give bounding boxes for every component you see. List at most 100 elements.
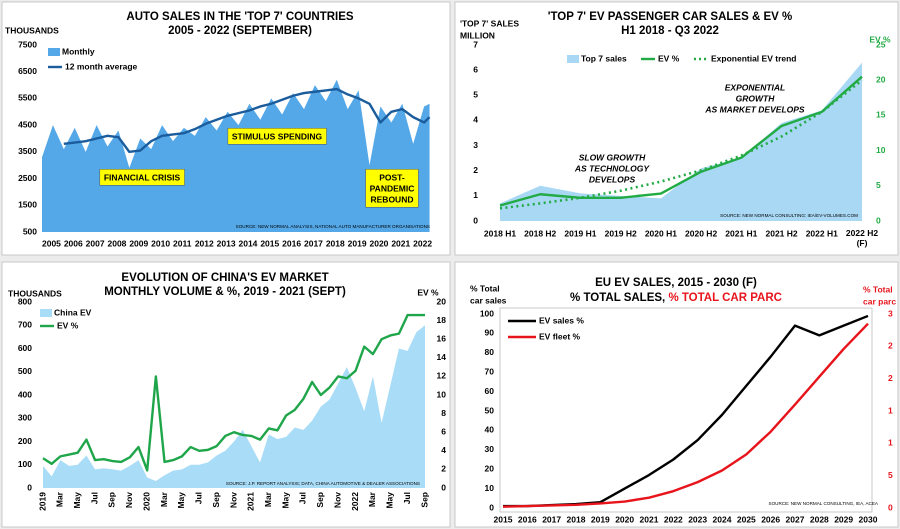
- plot-frame: [499, 307, 873, 513]
- y-tick-label: 2: [473, 165, 478, 175]
- y-tick-label: 10: [876, 145, 886, 155]
- x-tick-label: Jul: [298, 492, 308, 504]
- line: [502, 322, 869, 508]
- y-axis-label: MILLION: [460, 30, 495, 40]
- y-tick-label: 6: [473, 64, 478, 74]
- y-tick-label: 6: [441, 426, 446, 436]
- y-tick-label: 18: [437, 315, 447, 325]
- y2-axis-label: EV %: [417, 287, 439, 297]
- x-tick-label: 2021: [640, 514, 659, 524]
- y-tick-label: 700: [18, 320, 32, 330]
- y-tick-label: 100: [18, 459, 32, 469]
- y-tick-label: 50: [485, 405, 495, 415]
- panel: [454, 261, 899, 528]
- y-tick-label: 4500: [18, 119, 37, 129]
- legend-label: Top 7 sales: [581, 53, 627, 63]
- x-tick-label: 2020: [141, 492, 151, 511]
- y-tick-label: 25: [876, 39, 886, 49]
- x-tick-label: 2020: [370, 238, 389, 248]
- y-tick-label: 5: [876, 180, 881, 190]
- x-tick-label: 2026: [761, 514, 780, 524]
- chart-title: EVOLUTION OF CHINA'S EV MARKET: [121, 272, 328, 284]
- y-tick-label: 10: [485, 483, 495, 493]
- x-tick-label: Sep: [211, 492, 221, 508]
- x-tick-label: 2008: [108, 238, 127, 248]
- x-tick-label: 2017: [542, 514, 561, 524]
- x-tick-label: 2015: [260, 238, 279, 248]
- y-tick-label: 20: [876, 74, 886, 84]
- legend-label: EV sales %: [539, 315, 584, 325]
- x-tick-label: 2021: [246, 492, 256, 511]
- y-tick-label: 100: [480, 308, 494, 318]
- y-tick-label: 6500: [18, 66, 37, 76]
- annotation-text: FINANCIAL CRISIS: [104, 172, 181, 182]
- y-tick-label: 10: [437, 389, 447, 399]
- x-tick-label: Mar: [367, 491, 377, 507]
- y-tick-label: 2: [888, 373, 893, 383]
- x-tick-label: 2022: [664, 514, 683, 524]
- annotation-text: DEVELOPS: [589, 174, 636, 184]
- y2-axis-label: EV %: [869, 34, 891, 44]
- y-tick-label: 0: [27, 482, 32, 492]
- annotation-box: [365, 169, 419, 208]
- x-tick-label: Mar: [159, 491, 169, 507]
- legend-label: Monthly: [62, 46, 95, 56]
- y-axis-label: % Total: [470, 283, 500, 293]
- y-tick-label: 14: [437, 352, 447, 362]
- x-tick-label: Sep: [419, 492, 429, 508]
- y-tick-label: 7500: [18, 39, 37, 49]
- x-tick-label: Sep: [107, 492, 117, 508]
- chart-subtitle: 2005 - 2022 (SEPTEMBER): [168, 25, 312, 37]
- x-tick-label: 2023: [688, 514, 707, 524]
- y-tick-label: 0: [876, 215, 881, 225]
- x-tick-label: 2021 H1: [725, 228, 757, 238]
- y-tick-label: 1: [473, 190, 478, 200]
- y-tick-label: 800: [18, 296, 32, 306]
- y-tick-label: 0: [441, 482, 446, 492]
- x-tick-label: 2007: [86, 238, 105, 248]
- subtitle-part: % TOTAL CAR PARC: [668, 292, 782, 304]
- x-tick-label: 2022 H1: [806, 228, 838, 238]
- y-tick-label: 200: [18, 436, 32, 446]
- x-tick-label: 2011: [173, 238, 192, 248]
- x-tick-label: 2019 H1: [564, 228, 596, 238]
- legend-label: 12 month average: [65, 61, 138, 71]
- x-tick-label: Jul: [402, 492, 412, 504]
- y-tick-label: 1: [888, 438, 893, 448]
- line: [499, 75, 863, 207]
- legend-swatch: [40, 309, 52, 317]
- annotation-text: AS MARKET DEVELOPS: [704, 104, 805, 114]
- x-tick-label: 2013: [217, 238, 236, 248]
- line: [42, 313, 425, 472]
- y-tick-label: 20: [437, 296, 447, 306]
- y-tick-label: 3: [888, 308, 893, 318]
- line: [63, 87, 431, 154]
- annotation-text: SLOW GROWTH: [579, 152, 646, 162]
- y-tick-label: 300: [18, 413, 32, 423]
- y-tick-label: 4: [473, 115, 478, 125]
- annotation: FINANCIAL CRISIS: [99, 169, 185, 186]
- x-tick-label: 2022: [350, 492, 360, 511]
- x-tick-label: 2016: [282, 238, 301, 248]
- source-detail: J.P. REPORT ANALYSIS; DATA, CHINA AUTOMO…: [248, 481, 420, 486]
- y-tick-label: 8: [441, 408, 446, 418]
- x-tick-label: 2006: [64, 238, 83, 248]
- x-tick-label: 2018: [326, 238, 345, 248]
- y-tick-label: 400: [18, 389, 32, 399]
- source-note: SOURCE: NEW NORMAL ANALYSIS, NATIONAL AU…: [236, 224, 430, 229]
- x-tick-label: 2019: [591, 514, 610, 524]
- y-tick-label: 2500: [18, 173, 37, 183]
- x-tick-label: Jul: [89, 492, 99, 504]
- y2-axis-label: car parc: [863, 296, 896, 306]
- y-tick-label: 1: [888, 405, 893, 415]
- annotation-text: GROWTH: [736, 93, 776, 103]
- x-tick-label: 2015: [494, 514, 513, 524]
- x-tick-label: May: [176, 492, 186, 509]
- annotation-text: EXPONENTIAL: [725, 82, 785, 92]
- subtitle-part: % TOTAL SALES,: [570, 292, 668, 304]
- source-text: SOURCE:: [226, 481, 248, 486]
- y-axis-label: THOUSANDS: [8, 288, 62, 298]
- annotation-box: [227, 128, 327, 145]
